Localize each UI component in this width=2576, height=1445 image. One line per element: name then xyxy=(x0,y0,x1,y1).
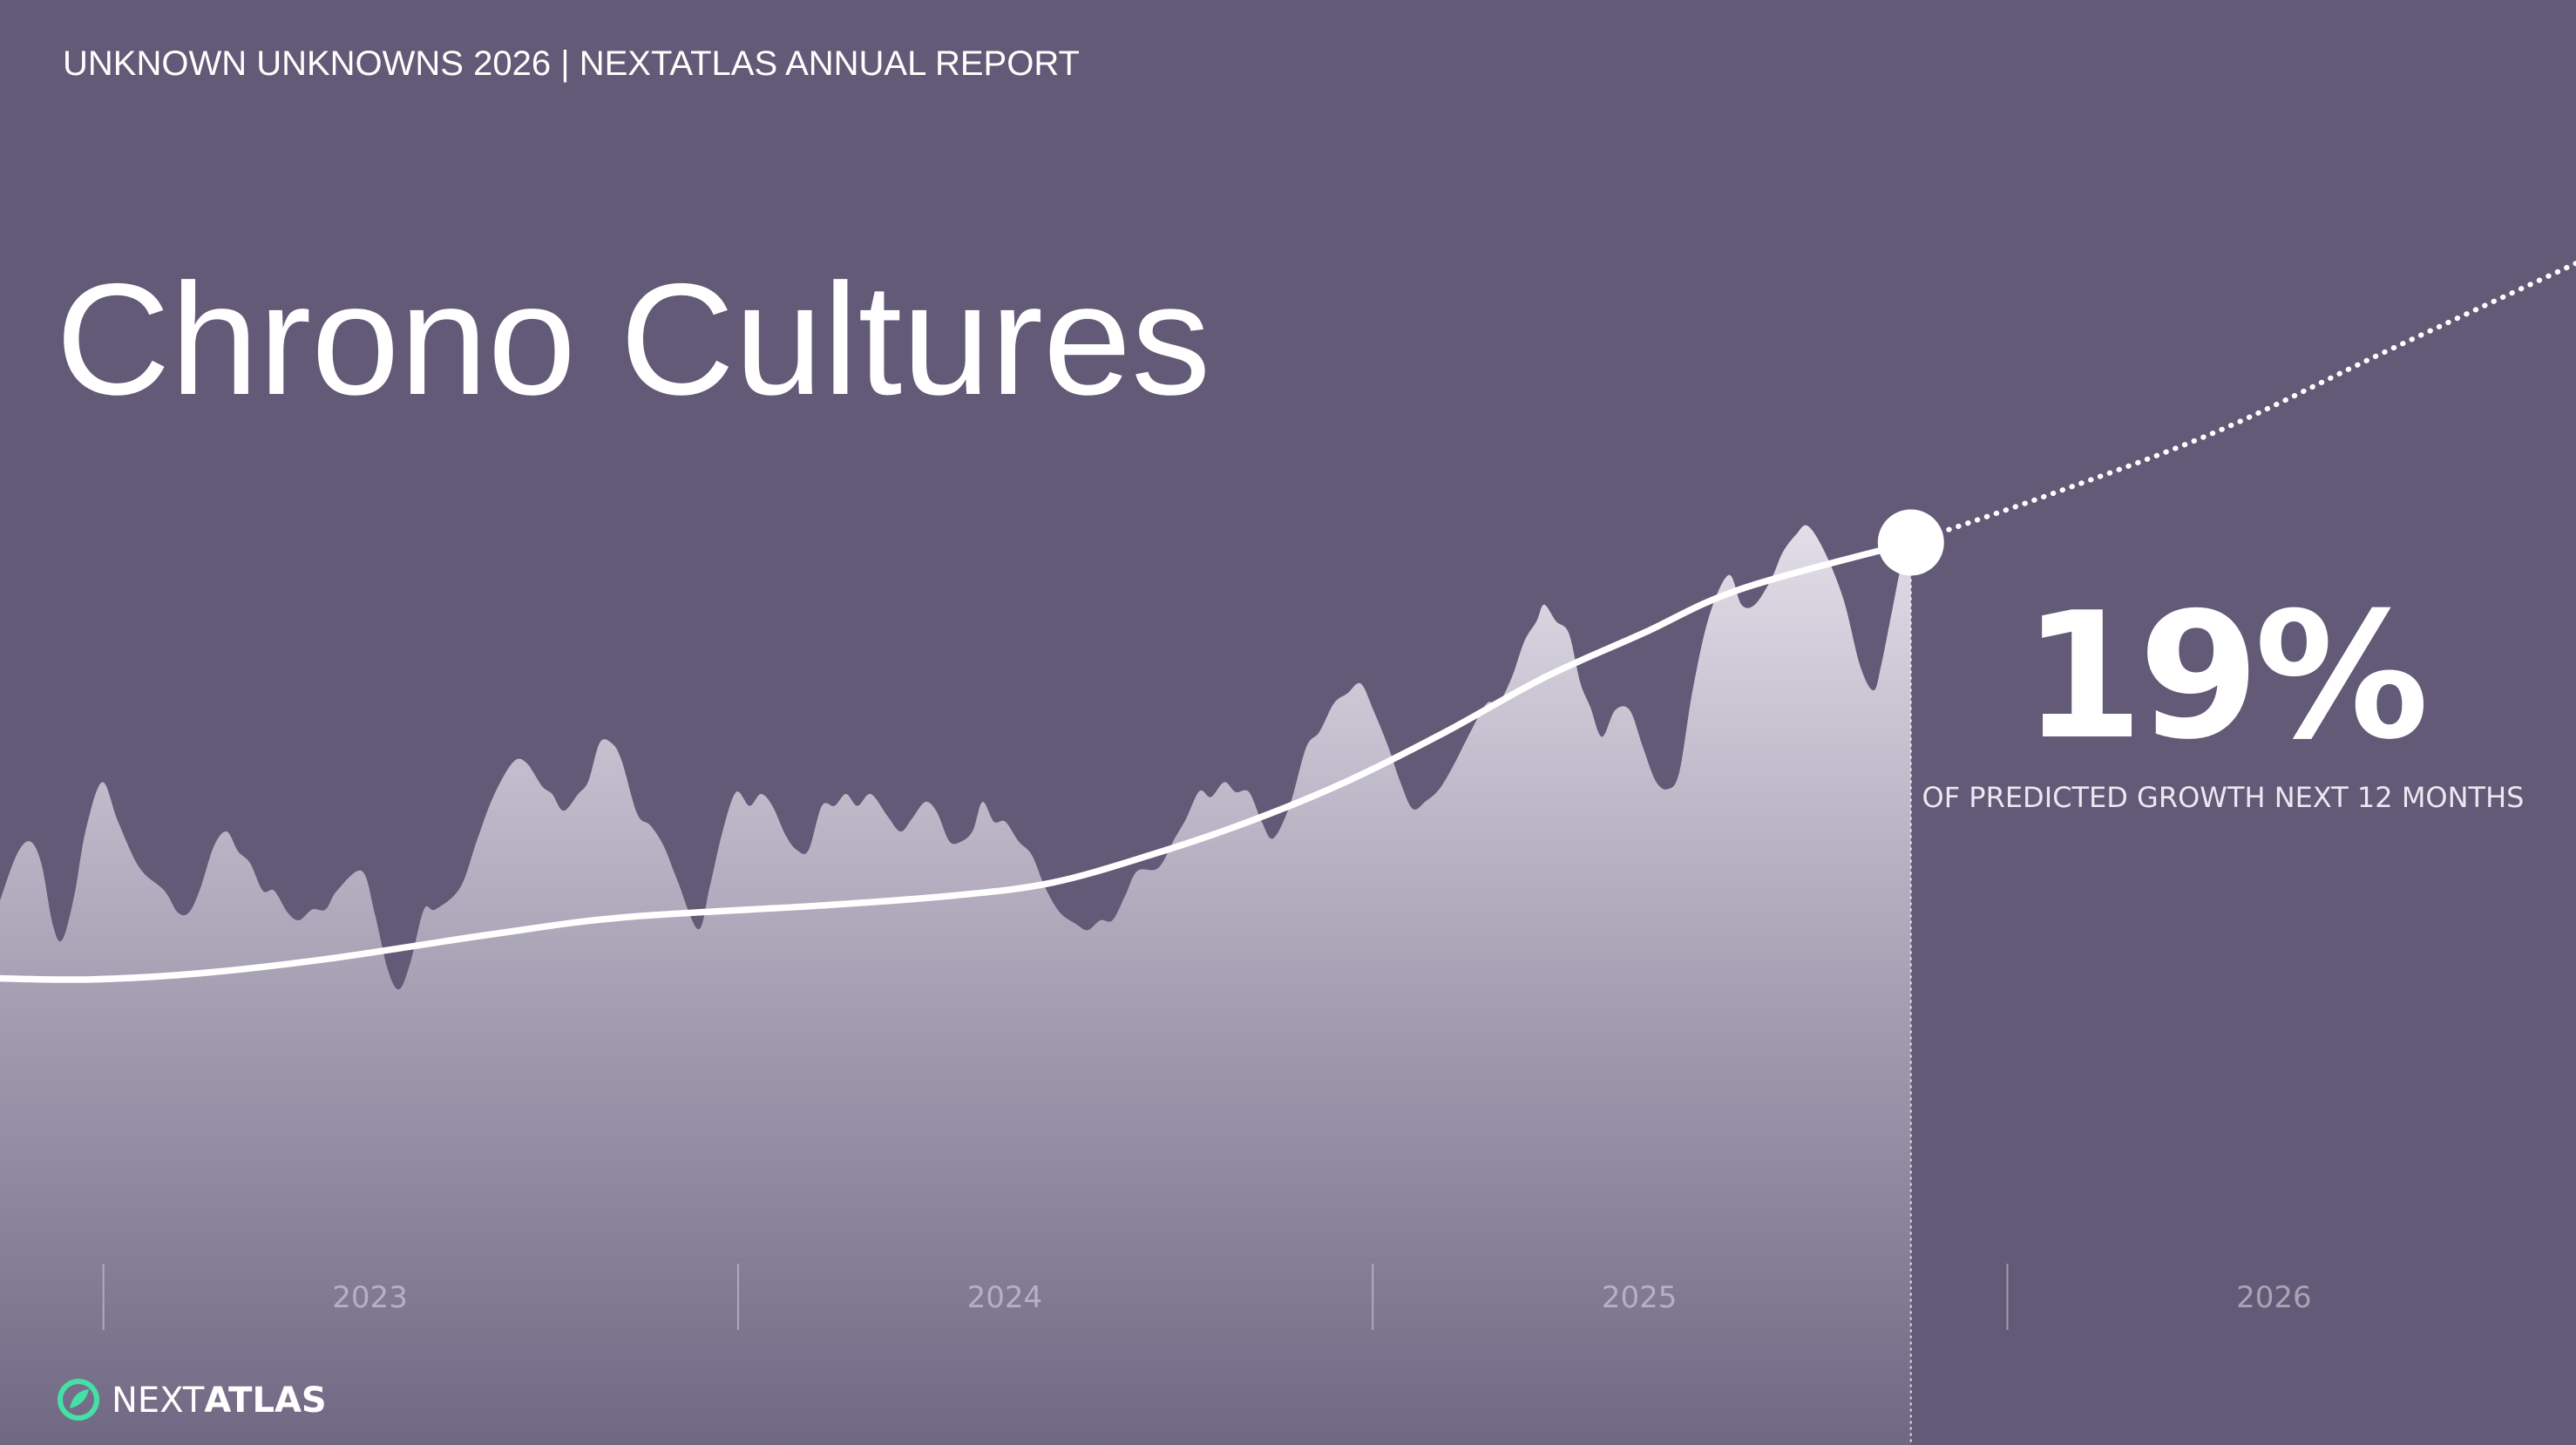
logo-part: NEXT xyxy=(112,1381,205,1421)
logo-text: NEXTATLAS xyxy=(112,1381,327,1421)
current-point xyxy=(1877,509,1944,576)
x-tick-label: 2026 xyxy=(2236,1280,2312,1315)
plot: 2023202420252026 xyxy=(0,261,2576,1445)
growth-figure: 19% xyxy=(2023,575,2424,778)
trend-line xyxy=(0,539,1915,983)
report-header: UNKNOWN UNKNOWNS 2026 | NEXTATLAS ANNUAL… xyxy=(63,44,1080,83)
growth-caption: OF PREDICTED GROWTH NEXT 12 MONTHS xyxy=(1922,781,2525,814)
logo-leaf xyxy=(70,1389,89,1408)
forecast-line xyxy=(1908,261,2576,546)
logo-part: ATLAS xyxy=(204,1381,326,1421)
logo-icon xyxy=(58,1379,99,1421)
chart-title: Chrono Cultures xyxy=(56,250,1210,428)
logo: NEXTATLAS xyxy=(58,1379,327,1421)
area xyxy=(0,525,1911,1445)
